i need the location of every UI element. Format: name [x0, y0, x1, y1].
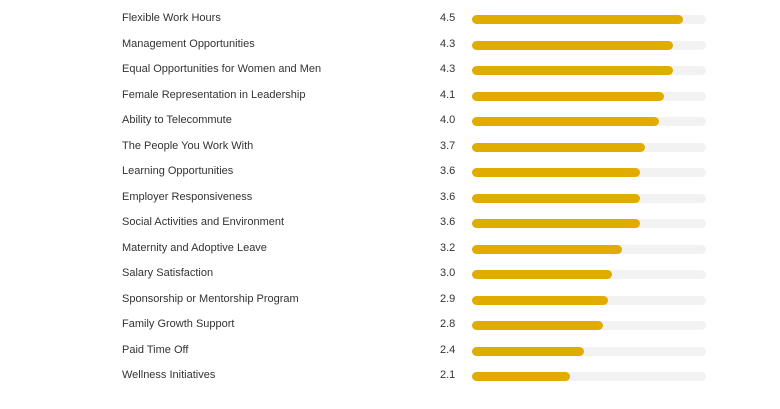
- category-label: Maternity and Adoptive Leave: [122, 241, 267, 254]
- bar-track: [472, 270, 706, 279]
- value-label: 3.6: [440, 190, 456, 203]
- chart-row: Ability to Telecommute 4.0: [0, 112, 780, 132]
- chart-row: The People You Work With 3.7: [0, 138, 780, 158]
- value-label: 3.0: [440, 267, 456, 279]
- bar: [472, 372, 571, 381]
- category-label: Sponsorship or Mentorship Program: [122, 292, 299, 305]
- chart-row: Wellness Initiatives 2.1: [0, 367, 780, 387]
- bar-track: [472, 142, 706, 152]
- category-label: The People You Work With: [122, 139, 254, 152]
- bar-track: [472, 66, 706, 75]
- bar: [472, 321, 604, 330]
- category-label: Learning Opportunities: [122, 165, 234, 177]
- bar: [472, 193, 641, 203]
- bar-track: [472, 321, 706, 330]
- bar-track: [472, 15, 706, 24]
- category-label: Family Growth Support: [122, 318, 235, 330]
- category-label: Female Representation in Leadership: [122, 88, 306, 101]
- bar-track: [472, 295, 706, 305]
- category-label: Flexible Work Hours: [122, 12, 221, 24]
- chart-row: Management Opportunities 4.3: [0, 36, 780, 56]
- bar-track: [472, 372, 706, 381]
- bar: [472, 15, 683, 24]
- chart-row: Female Representation in Leadership 4.1: [0, 87, 780, 107]
- category-label: Equal Opportunities for Women and Men: [122, 63, 322, 75]
- chart-row: Employer Responsiveness 3.6: [0, 189, 780, 209]
- value-label: 4.1: [440, 88, 456, 101]
- chart-row: Flexible Work Hours 4.5: [0, 10, 780, 30]
- chart-row: Salary Satisfaction 3.0: [0, 265, 780, 285]
- chart-row: Social Activities and Environment 3.6: [0, 214, 780, 234]
- bar-track: [472, 91, 706, 101]
- bar: [472, 244, 622, 254]
- bar-track: [472, 219, 706, 228]
- bar: [472, 270, 613, 279]
- chart-row: Maternity and Adoptive Leave 3.2: [0, 240, 780, 260]
- value-label: 2.8: [440, 318, 456, 330]
- value-label: 3.2: [440, 241, 456, 254]
- bar: [472, 219, 641, 228]
- chart-row: Learning Opportunities 3.6: [0, 163, 780, 183]
- value-label: 2.1: [440, 369, 456, 381]
- bar-track: [472, 117, 706, 126]
- value-label: 4.3: [440, 63, 456, 75]
- bar-track: [472, 168, 706, 177]
- bar-track: [472, 346, 706, 356]
- value-label: 4.5: [440, 12, 456, 24]
- category-label: Paid Time Off: [122, 343, 189, 356]
- bar: [472, 346, 585, 356]
- value-label: 2.9: [440, 292, 456, 305]
- bar: [472, 295, 608, 305]
- chart-row: Paid Time Off 2.4: [0, 342, 780, 362]
- bar: [472, 91, 664, 101]
- value-label: 3.7: [440, 139, 456, 152]
- chart-row: Family Growth Support 2.8: [0, 316, 780, 336]
- bar: [472, 168, 641, 177]
- value-label: 2.4: [440, 343, 456, 356]
- bar-track: [472, 40, 706, 50]
- value-label: 3.6: [440, 165, 456, 177]
- chart-row: Sponsorship or Mentorship Program 2.9: [0, 291, 780, 311]
- bar: [472, 66, 674, 75]
- category-label: Ability to Telecommute: [122, 114, 232, 126]
- value-label: 4.0: [440, 114, 456, 126]
- category-label: Salary Satisfaction: [122, 267, 214, 279]
- category-label: Wellness Initiatives: [122, 369, 216, 381]
- bar: [472, 117, 660, 126]
- category-label: Social Activities and Environment: [122, 216, 285, 228]
- value-label: 4.3: [440, 37, 456, 50]
- chart-row: Equal Opportunities for Women and Men 4.3: [0, 61, 780, 81]
- bar: [472, 142, 646, 152]
- value-label: 3.6: [440, 216, 456, 228]
- bar: [472, 40, 674, 50]
- category-label: Employer Responsiveness: [122, 190, 253, 203]
- bar-track: [472, 193, 706, 203]
- category-label: Management Opportunities: [122, 37, 255, 50]
- bar-track: [472, 244, 706, 254]
